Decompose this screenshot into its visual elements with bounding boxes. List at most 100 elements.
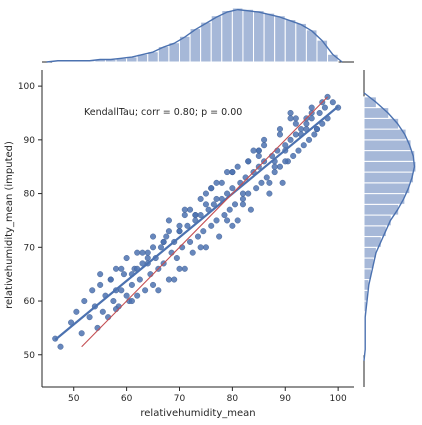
scatter-point	[128, 298, 135, 305]
right-hist-bar	[363, 150, 416, 162]
right-hist-bar	[363, 193, 406, 205]
scatter-point	[165, 228, 172, 235]
scatter-point	[224, 169, 231, 176]
scatter-point	[78, 330, 85, 337]
scatter-point	[176, 222, 183, 229]
x-tick-label: 100	[330, 394, 347, 404]
y-tick-label: 90	[24, 136, 36, 146]
scatter-point	[226, 206, 233, 213]
top-hist-bar	[295, 22, 307, 63]
scatter-point	[279, 179, 286, 186]
scatter-point	[165, 217, 172, 224]
scatter-point	[202, 244, 209, 251]
scatter-point	[255, 152, 262, 159]
scatter-point	[150, 244, 157, 251]
y-axis-label: relativehumidity_mean (imputed)	[4, 141, 15, 309]
scatter-point	[239, 201, 246, 208]
scatter-point	[194, 233, 201, 240]
scatter-point	[276, 163, 283, 170]
scatter-point	[197, 195, 204, 202]
top-hist-bar	[189, 28, 202, 63]
scatter-point	[134, 249, 141, 256]
scatter-point	[144, 255, 151, 262]
scatter-point	[271, 163, 278, 170]
scatter-point	[313, 126, 320, 133]
scatter-point	[298, 126, 305, 133]
top-hist-bar	[178, 35, 191, 63]
scatter-point	[144, 249, 151, 256]
scatter-point	[99, 308, 106, 315]
scatter-point	[89, 287, 96, 294]
top-hist-bar	[221, 10, 233, 63]
top-kde-curve	[46, 8, 343, 63]
scatter-point	[184, 222, 191, 229]
top-hist-bar	[253, 10, 265, 63]
scatter-point	[139, 249, 146, 256]
scatter-point	[292, 120, 299, 127]
scatter-point	[232, 201, 239, 208]
top-hist-bar	[274, 15, 286, 63]
scatter-point	[261, 142, 268, 149]
right-hist-bar	[363, 160, 417, 173]
scatter-point	[187, 238, 194, 245]
scatter-point	[224, 190, 231, 197]
scatter-point	[306, 136, 313, 143]
scatter-point	[245, 190, 252, 197]
top-marginal-histogram	[42, 7, 354, 63]
scatter-point	[123, 255, 130, 262]
scatter-point	[73, 308, 80, 315]
right-hist-bar	[363, 107, 390, 119]
scatter-point	[181, 265, 188, 272]
scatter-point	[187, 206, 194, 213]
scatter-point	[110, 298, 117, 305]
scatter-point	[271, 169, 278, 176]
top-hist-bar	[242, 8, 255, 63]
scatter-point	[224, 217, 231, 224]
scatter-point	[213, 179, 220, 186]
scatter-point	[250, 147, 257, 154]
scatter-point	[234, 163, 241, 170]
scatter-point	[118, 265, 125, 272]
scatter-point	[134, 292, 141, 299]
scatter-point	[316, 109, 323, 116]
top-hist-bar	[263, 12, 276, 63]
scatter-point	[266, 190, 273, 197]
x-tick-label: 90	[280, 394, 292, 404]
scatter-point	[86, 314, 93, 321]
scatter-point	[197, 244, 204, 251]
scatter-point	[107, 276, 114, 283]
scatter-point	[150, 233, 157, 240]
scatter-point	[282, 158, 289, 165]
right-hist-bar	[363, 214, 392, 227]
right-marginal-histogram	[363, 70, 417, 387]
scatter-point	[216, 233, 223, 240]
scatter-point	[181, 206, 188, 213]
correlation-annotation: KendallTau; corr = 0.80; p = 0.00	[84, 107, 242, 118]
scatter-point	[202, 190, 209, 197]
scatter-point	[261, 136, 268, 143]
scatter-point	[118, 287, 125, 294]
scatter-point	[136, 276, 143, 283]
top-hist-bar	[316, 39, 329, 63]
y-tick-label: 80	[24, 190, 36, 200]
top-hist-bar	[284, 19, 297, 63]
scatter-point	[311, 131, 318, 138]
scatter-point	[120, 271, 127, 278]
scatter-point	[97, 271, 104, 278]
right-hist-bar	[363, 128, 407, 141]
right-hist-bar	[363, 171, 415, 184]
top-hist-bar	[200, 21, 212, 63]
scatter-point	[213, 217, 220, 224]
scatter-point	[276, 131, 283, 138]
scatter-point	[287, 136, 294, 143]
scatter-point	[218, 179, 225, 186]
right-hist-bar	[363, 203, 400, 216]
scatter-point	[157, 244, 164, 251]
scatter-point	[57, 343, 64, 350]
x-tick-label: 80	[227, 394, 239, 404]
scatter-point	[255, 147, 262, 154]
scatter-point	[253, 185, 260, 192]
top-hist-bar	[168, 42, 180, 63]
top-hist-bar	[231, 7, 244, 63]
scatter-point	[142, 287, 149, 294]
